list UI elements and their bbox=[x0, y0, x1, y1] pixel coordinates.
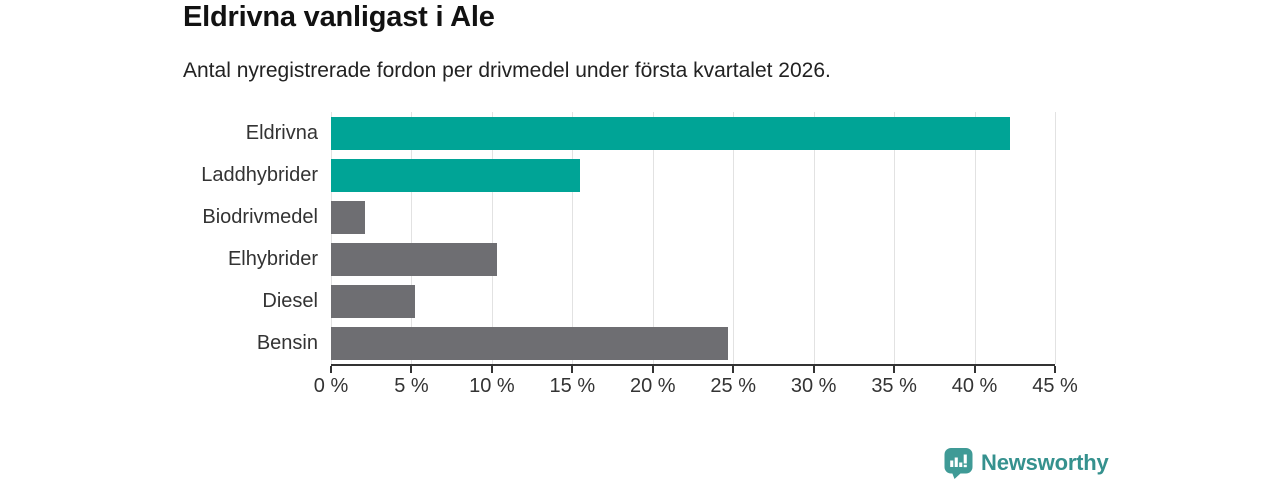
x-axis-tick bbox=[812, 366, 815, 373]
gridline bbox=[491, 112, 493, 364]
x-axis-tick bbox=[330, 366, 332, 373]
brand-name: Newsworthy bbox=[981, 450, 1109, 475]
gridline bbox=[331, 112, 332, 364]
bar bbox=[331, 159, 581, 192]
brand-logo: Newsworthy bbox=[944, 447, 1109, 479]
gridline bbox=[652, 112, 654, 364]
bar-chart-pin-icon bbox=[944, 447, 973, 479]
category-label: Biodrivmedel bbox=[202, 206, 318, 228]
category-label: Elhybrider bbox=[227, 248, 318, 270]
category-label: Bensin bbox=[256, 332, 318, 354]
x-axis-tick bbox=[410, 366, 413, 373]
x-axis-tick-label: 20 % bbox=[629, 375, 676, 397]
x-axis-tick-label: 35 % bbox=[871, 375, 917, 397]
x-axis-tick-label: 15 % bbox=[549, 375, 596, 397]
x-axis-tick bbox=[732, 366, 735, 373]
gridline bbox=[411, 112, 413, 364]
x-axis-tick bbox=[490, 366, 493, 373]
x-axis-tick-label: 5 % bbox=[394, 375, 429, 397]
bar bbox=[331, 285, 415, 318]
x-axis-tick-label: 10 % bbox=[469, 375, 515, 397]
gridline bbox=[572, 112, 574, 364]
x-axis-tick bbox=[651, 366, 654, 373]
category-label: Laddhybrider bbox=[201, 164, 318, 186]
plot-area: 0 % 5 % 10 % 15 % 20 % 25 % 30 % 35 % 40 % 45 % El… bbox=[201, 112, 1078, 397]
x-axis-tick-label: 40 % bbox=[951, 375, 998, 397]
chart-title: Eldrivna vanligast i Ale bbox=[183, 1, 495, 33]
gridline bbox=[974, 112, 976, 364]
bar bbox=[331, 327, 729, 360]
category-label: Eldrivna bbox=[245, 122, 318, 144]
x-axis-tick bbox=[571, 366, 574, 373]
x-axis-tick-label: 25 % bbox=[710, 375, 757, 397]
bar bbox=[331, 201, 365, 234]
x-axis-tick-label: 45 % bbox=[1032, 375, 1078, 397]
chart-subtitle: Antal nyregistrerade fordon per drivmede… bbox=[183, 59, 831, 82]
x-axis-tick-label: 30 % bbox=[790, 375, 837, 397]
gridline bbox=[733, 112, 735, 364]
category-label: Diesel bbox=[262, 290, 318, 312]
x-axis-tick bbox=[1054, 366, 1056, 373]
gridline bbox=[894, 112, 896, 364]
bar bbox=[331, 117, 1010, 150]
x-axis-tick bbox=[893, 366, 896, 373]
x-axis-tick-label: 0 % bbox=[313, 375, 349, 397]
gridline bbox=[1055, 112, 1056, 364]
x-axis-tick bbox=[973, 366, 976, 373]
bar bbox=[331, 243, 497, 276]
gridline bbox=[813, 112, 815, 364]
